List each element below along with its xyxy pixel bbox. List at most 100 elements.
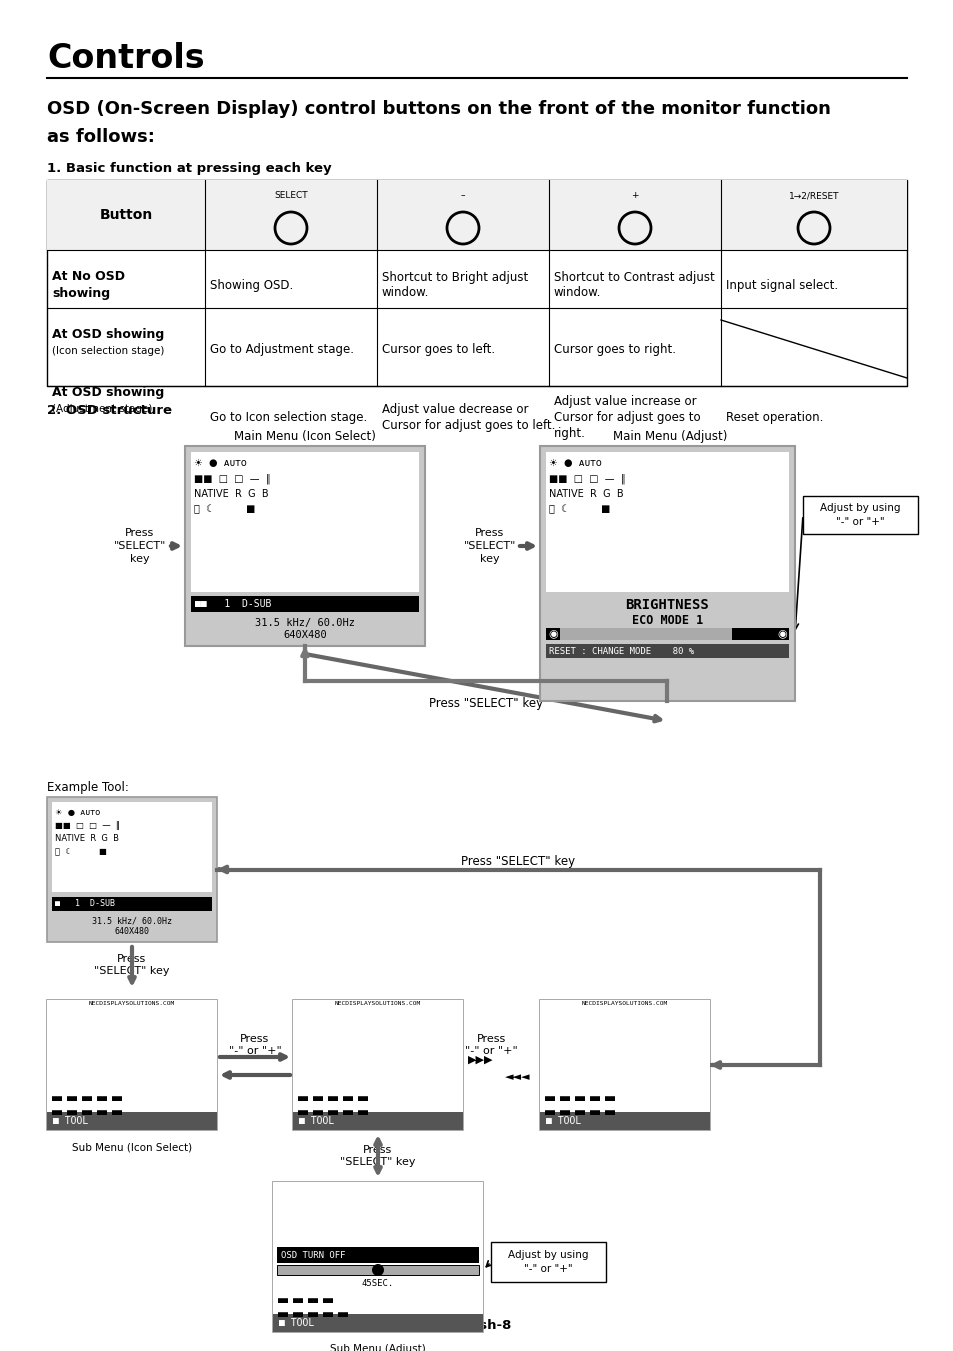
Text: Press "SELECT" key: Press "SELECT" key: [461, 855, 575, 869]
Bar: [539, 446, 794, 701]
Text: +: +: [631, 192, 639, 200]
Text: Controls: Controls: [47, 42, 204, 76]
Text: 640X480: 640X480: [114, 927, 150, 936]
Bar: [276, 1247, 478, 1263]
Text: ■■ ■■ ■■ ■■ ■■: ■■ ■■ ■■ ■■ ■■: [52, 1108, 122, 1117]
Text: 31.5 kHz/ 60.0Hz: 31.5 kHz/ 60.0Hz: [254, 617, 355, 628]
Text: ◉: ◉: [777, 630, 786, 639]
Bar: [491, 1242, 605, 1282]
Bar: [545, 628, 788, 640]
Text: NATIVE  R  G  B: NATIVE R G B: [193, 489, 269, 499]
Text: Sub Menu (Icon Select): Sub Menu (Icon Select): [71, 1142, 192, 1152]
Text: ▶▶▶: ▶▶▶: [468, 1055, 493, 1065]
Text: OSD TURN OFF: OSD TURN OFF: [281, 1251, 345, 1259]
Bar: [52, 802, 212, 892]
Text: 2. OSD structure: 2. OSD structure: [47, 404, 172, 417]
Text: Press
"SELECT" key: Press "SELECT" key: [340, 1146, 416, 1167]
Text: Press
"-" or "+": Press "-" or "+": [465, 1034, 517, 1056]
Bar: [539, 1112, 709, 1129]
Text: At OSD showing: At OSD showing: [52, 328, 164, 340]
Text: Sub Menu (Adjust): Sub Menu (Adjust): [330, 1344, 425, 1351]
Text: Press
"-" or "+": Press "-" or "+": [229, 1034, 281, 1056]
Text: ■■ ■■ ■■ ■■ ■■: ■■ ■■ ■■ ■■ ■■: [297, 1108, 368, 1117]
Text: Adjust value increase or
Cursor for adjust goes to
right.: Adjust value increase or Cursor for adju…: [554, 394, 700, 439]
Bar: [191, 453, 418, 592]
Bar: [539, 1000, 709, 1129]
Bar: [545, 453, 788, 592]
Text: (Icon selection stage): (Icon selection stage): [52, 346, 164, 357]
Text: Input signal select.: Input signal select.: [725, 278, 838, 292]
Text: ■■ ■■ ■■ ■■ ■■: ■■ ■■ ■■ ■■ ■■: [52, 1094, 122, 1102]
Bar: [52, 897, 212, 911]
Text: Go to Icon selection stage.: Go to Icon selection stage.: [210, 411, 367, 423]
Bar: [293, 1112, 462, 1129]
Bar: [47, 180, 906, 250]
Text: Main Menu (Icon Select): Main Menu (Icon Select): [233, 430, 375, 443]
Text: Adjust value decrease or
Cursor for adjust goes to left.: Adjust value decrease or Cursor for adju…: [381, 403, 555, 431]
Bar: [273, 1182, 482, 1332]
Bar: [293, 1000, 462, 1129]
Text: English-8: English-8: [442, 1319, 511, 1332]
Text: ■ TOOL: ■ TOOL: [298, 1116, 334, 1125]
Bar: [185, 446, 424, 646]
Text: Shortcut to Bright adjust
window.: Shortcut to Bright adjust window.: [381, 270, 528, 300]
Text: Cursor goes to right.: Cursor goes to right.: [554, 343, 676, 355]
Text: ■■  □  □  —  ‖: ■■ □ □ — ‖: [548, 473, 625, 484]
Text: At No OSD
showing: At No OSD showing: [52, 270, 125, 300]
Bar: [276, 1265, 478, 1275]
Text: 1. Basic function at pressing each key: 1. Basic function at pressing each key: [47, 162, 332, 176]
Bar: [293, 1000, 462, 1112]
Text: Press
"SELECT"
key: Press "SELECT" key: [463, 528, 516, 565]
Text: ⭢  ☾          ■: ⭢ ☾ ■: [55, 847, 107, 857]
Text: Button: Button: [99, 208, 152, 222]
Text: ■■ ■■ ■■ ■■ ■■: ■■ ■■ ■■ ■■ ■■: [277, 1310, 348, 1319]
Text: ■ TOOL: ■ TOOL: [53, 1116, 89, 1125]
Bar: [545, 644, 788, 658]
Bar: [539, 1000, 709, 1112]
Text: Press
"SELECT" key: Press "SELECT" key: [94, 954, 170, 977]
Text: ECO MODE 1: ECO MODE 1: [631, 613, 702, 627]
Text: Cursor goes to left.: Cursor goes to left.: [381, 343, 495, 355]
Bar: [47, 1000, 216, 1129]
Text: Reset operation.: Reset operation.: [725, 411, 822, 423]
Bar: [191, 596, 418, 612]
Text: ◄◄◄: ◄◄◄: [504, 1071, 530, 1082]
Bar: [273, 1182, 482, 1315]
Circle shape: [372, 1265, 384, 1275]
Text: NECDISPLAYSOLUTIONS.COM: NECDISPLAYSOLUTIONS.COM: [89, 1001, 175, 1006]
Text: Shortcut to Contrast adjust
window.: Shortcut to Contrast adjust window.: [554, 270, 714, 300]
Text: At OSD showing: At OSD showing: [52, 386, 164, 399]
Text: ■■ ■■ ■■ ■■ ■■: ■■ ■■ ■■ ■■ ■■: [297, 1094, 368, 1102]
Text: NATIVE  R  G  B: NATIVE R G B: [548, 489, 623, 499]
Text: Adjust by using
"-" or "+": Adjust by using "-" or "+": [820, 504, 900, 527]
Text: as follows:: as follows:: [47, 128, 154, 146]
Text: Press "SELECT" key: Press "SELECT" key: [429, 697, 543, 711]
Text: Go to Adjustment stage.: Go to Adjustment stage.: [210, 343, 354, 355]
Text: NECDISPLAYSOLUTIONS.COM: NECDISPLAYSOLUTIONS.COM: [335, 1001, 420, 1006]
Text: (Adjustment stage): (Adjustment stage): [52, 404, 152, 413]
Text: ■■  □  □  —  ‖: ■■ □ □ — ‖: [193, 473, 271, 484]
Bar: [47, 180, 906, 386]
Text: ⭢  ☾          ■: ⭢ ☾ ■: [193, 504, 255, 515]
Text: ■■ ■■ ■■ ■■ ■■: ■■ ■■ ■■ ■■ ■■: [544, 1094, 615, 1102]
Text: OSD (On-Screen Display) control buttons on the front of the monitor function: OSD (On-Screen Display) control buttons …: [47, 100, 830, 118]
Text: ☀  ●  ᴀᴜᴛᴏ: ☀ ● ᴀᴜᴛᴏ: [548, 458, 601, 467]
Bar: [802, 496, 917, 534]
Text: ■   1  D-SUB: ■ 1 D-SUB: [55, 900, 115, 908]
Text: ◉: ◉: [547, 630, 558, 639]
Text: ■ TOOL: ■ TOOL: [278, 1319, 314, 1328]
Text: 640X480: 640X480: [283, 630, 327, 640]
Text: ☀  ●  ᴀᴜᴛᴏ: ☀ ● ᴀᴜᴛᴏ: [55, 808, 100, 817]
Bar: [47, 797, 216, 942]
Text: ☀  ●  ᴀᴜᴛᴏ: ☀ ● ᴀᴜᴛᴏ: [193, 458, 247, 467]
Text: 45SEC.: 45SEC.: [361, 1279, 394, 1288]
Text: 31.5 kHz/ 60.0Hz: 31.5 kHz/ 60.0Hz: [91, 916, 172, 925]
Text: ■■   1  D-SUB: ■■ 1 D-SUB: [194, 598, 271, 609]
Text: BRIGHTNESS: BRIGHTNESS: [625, 598, 709, 612]
Text: Main Menu (Adjust): Main Menu (Adjust): [612, 430, 726, 443]
Bar: [273, 1315, 482, 1332]
Text: Showing OSD.: Showing OSD.: [210, 278, 293, 292]
Bar: [559, 628, 731, 640]
Text: SELECT: SELECT: [274, 192, 308, 200]
Text: NATIVE  R  G  B: NATIVE R G B: [55, 835, 119, 843]
